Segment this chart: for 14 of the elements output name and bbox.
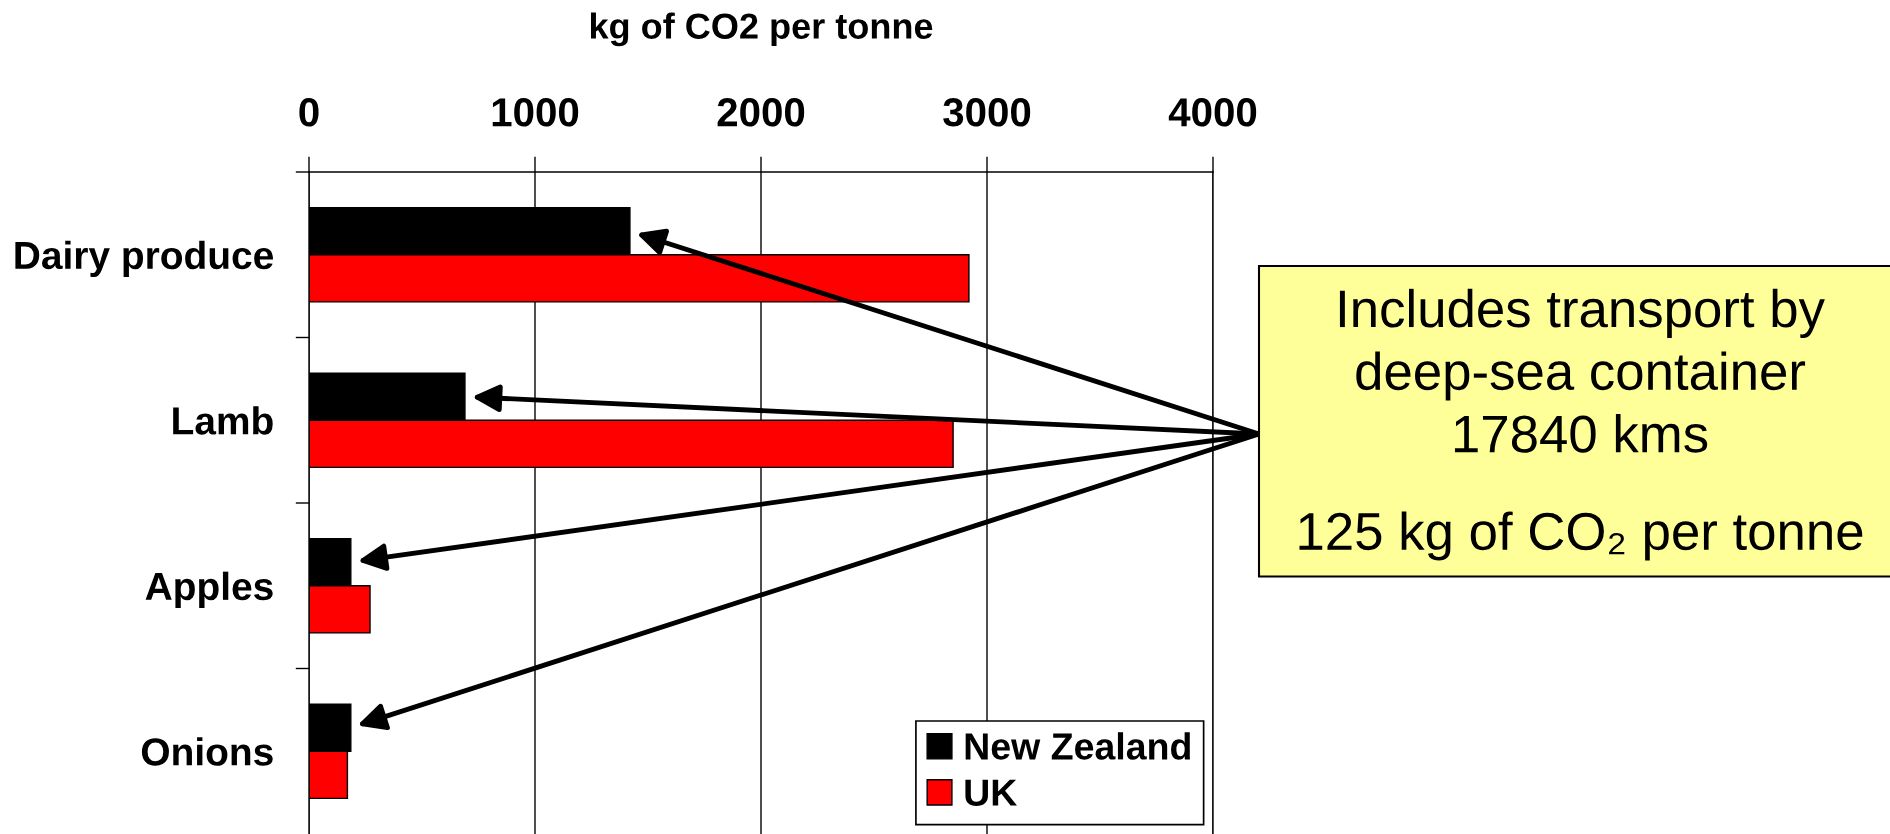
x-axis-title: kg of CO2 per tonne — [590, 12, 933, 47]
x-tick-label: 4000 — [1168, 98, 1257, 127]
legend-label: New Zealand — [965, 732, 1190, 760]
x-tick-label: 3000 — [943, 98, 1031, 127]
x-tick-label: 1000 — [492, 98, 579, 127]
y-tick-label: Lamb — [173, 406, 273, 435]
text: Includes transport by deep-sea container 17840 kms — [1339, 288, 1825, 453]
legend-label: UK — [965, 779, 1017, 806]
x-tick-label: 0 — [299, 98, 319, 127]
y-tick-label: Apples — [145, 571, 273, 608]
text: 125 kg of CO₂ per tonne — [1299, 511, 1863, 561]
y-tick-label: Dairy produce — [15, 240, 273, 277]
y-tick-label: Onions — [141, 737, 273, 766]
x-tick-label: 2000 — [717, 98, 805, 127]
